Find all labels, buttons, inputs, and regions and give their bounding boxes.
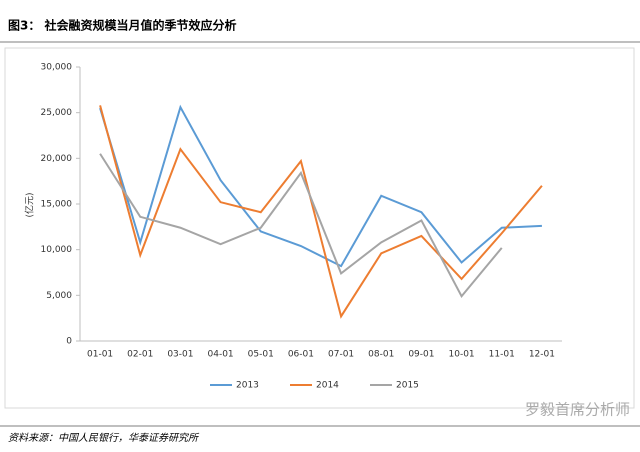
x-tick-label: 05-01	[248, 350, 274, 360]
y-tick-label: 20,000	[41, 154, 73, 164]
y-tick-label: 15,000	[41, 200, 73, 210]
x-tick-label: 04-01	[208, 350, 234, 360]
legend-label: 2014	[316, 381, 339, 391]
x-tick-label: 06-01	[288, 350, 314, 360]
x-tick-label: 01-01	[87, 350, 113, 360]
x-tick-label: 02-01	[127, 350, 153, 360]
series-line	[99, 153, 503, 299]
x-tick-label: 12-01	[529, 350, 555, 360]
x-tick-label: 09-01	[408, 350, 434, 360]
y-tick-label: 5,000	[46, 291, 72, 301]
watermark: 罗毅首席分析师	[525, 401, 630, 419]
chart-title: 图3： 社会融资规模当月值的季节效应分析	[8, 18, 237, 33]
x-tick-label: 07-01	[328, 350, 354, 360]
series-line	[99, 104, 542, 268]
chart-frame	[4, 47, 635, 409]
x-tick-label: 03-01	[167, 350, 193, 360]
x-tick-label: 10-01	[449, 350, 475, 360]
y-tick-label: 10,000	[41, 245, 73, 255]
y-axis-label: (亿元)	[24, 192, 36, 217]
y-tick-label: 0	[66, 337, 72, 347]
y-tick-label: 30,000	[41, 63, 73, 73]
x-tick-label: 11-01	[489, 350, 515, 360]
source-note: 资料来源：中国人民银行，华泰证券研究所	[8, 432, 200, 444]
series-line	[99, 105, 543, 319]
legend-label: 2013	[236, 381, 259, 391]
y-tick-label: 25,000	[41, 108, 73, 118]
x-tick-label: 08-01	[368, 350, 394, 360]
legend-label: 2015	[396, 381, 419, 391]
